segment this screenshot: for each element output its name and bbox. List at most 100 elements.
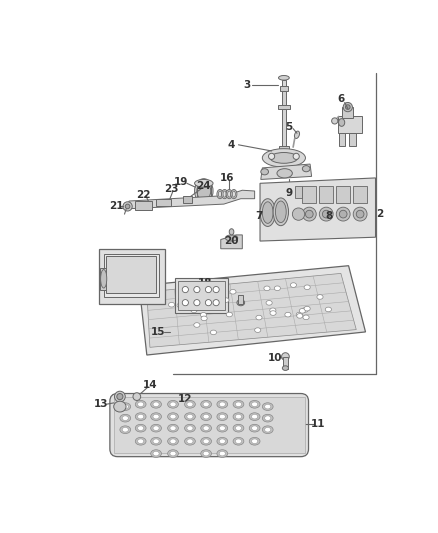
Ellipse shape	[302, 207, 315, 221]
Ellipse shape	[216, 424, 227, 432]
Ellipse shape	[150, 413, 161, 421]
Bar	[183, 196, 192, 203]
Bar	[277, 105, 290, 109]
Text: 9: 9	[285, 188, 292, 198]
Bar	[281, 91, 286, 105]
Text: 11: 11	[310, 419, 324, 429]
Text: 23: 23	[164, 184, 178, 195]
Ellipse shape	[262, 202, 272, 223]
Ellipse shape	[125, 204, 130, 209]
Ellipse shape	[264, 416, 270, 421]
Ellipse shape	[262, 213, 271, 220]
Text: 12: 12	[178, 394, 192, 404]
Bar	[338, 133, 344, 146]
Text: 22: 22	[135, 190, 150, 200]
Ellipse shape	[345, 105, 350, 109]
Ellipse shape	[170, 414, 176, 419]
Ellipse shape	[170, 439, 176, 443]
Ellipse shape	[233, 400, 243, 408]
Ellipse shape	[167, 438, 178, 445]
Ellipse shape	[178, 297, 184, 302]
Ellipse shape	[153, 426, 159, 431]
Bar	[353, 185, 366, 203]
Ellipse shape	[262, 426, 272, 433]
Ellipse shape	[275, 201, 286, 223]
Bar	[281, 80, 286, 86]
Ellipse shape	[203, 451, 209, 456]
Ellipse shape	[182, 287, 188, 293]
Ellipse shape	[203, 439, 209, 443]
Bar	[175, 278, 227, 313]
Ellipse shape	[265, 301, 272, 305]
Text: 19: 19	[174, 177, 188, 187]
Ellipse shape	[259, 199, 275, 227]
Ellipse shape	[305, 210, 312, 218]
Ellipse shape	[294, 131, 299, 139]
Ellipse shape	[117, 393, 123, 400]
Ellipse shape	[233, 424, 243, 432]
Ellipse shape	[135, 438, 146, 445]
Ellipse shape	[219, 439, 225, 443]
Ellipse shape	[194, 180, 212, 187]
Bar	[279, 86, 287, 91]
Ellipse shape	[264, 427, 270, 432]
Ellipse shape	[200, 400, 211, 408]
Ellipse shape	[184, 424, 195, 432]
Ellipse shape	[272, 198, 288, 225]
Ellipse shape	[187, 426, 193, 431]
Ellipse shape	[269, 311, 276, 316]
Bar	[156, 199, 171, 206]
Ellipse shape	[200, 312, 206, 317]
Ellipse shape	[193, 322, 199, 327]
Text: 18: 18	[197, 278, 212, 288]
FancyBboxPatch shape	[110, 393, 308, 457]
Ellipse shape	[254, 328, 260, 333]
Ellipse shape	[167, 400, 178, 408]
Ellipse shape	[221, 189, 227, 199]
Ellipse shape	[170, 402, 176, 407]
Ellipse shape	[150, 438, 161, 445]
Bar	[178, 281, 224, 310]
Ellipse shape	[296, 312, 302, 317]
Ellipse shape	[194, 179, 212, 203]
Ellipse shape	[216, 413, 227, 421]
Ellipse shape	[167, 450, 178, 457]
Text: 7: 7	[254, 211, 261, 221]
Ellipse shape	[304, 306, 310, 311]
Bar	[349, 133, 355, 146]
Text: 14: 14	[142, 380, 157, 390]
Ellipse shape	[318, 207, 332, 221]
Ellipse shape	[153, 439, 159, 443]
Ellipse shape	[304, 285, 310, 289]
Bar	[279, 146, 288, 150]
Ellipse shape	[229, 229, 233, 235]
Ellipse shape	[343, 102, 352, 112]
Ellipse shape	[212, 287, 219, 293]
Ellipse shape	[187, 439, 193, 443]
Ellipse shape	[182, 300, 188, 306]
Ellipse shape	[210, 330, 216, 335]
Ellipse shape	[200, 450, 211, 457]
Bar	[196, 183, 210, 200]
Ellipse shape	[133, 393, 140, 400]
Ellipse shape	[263, 286, 269, 290]
Bar	[103, 254, 159, 297]
Ellipse shape	[237, 300, 244, 306]
Ellipse shape	[301, 308, 307, 312]
Ellipse shape	[122, 416, 128, 421]
Ellipse shape	[282, 366, 288, 370]
Ellipse shape	[232, 191, 235, 197]
Ellipse shape	[227, 191, 230, 197]
Ellipse shape	[339, 210, 346, 218]
Ellipse shape	[120, 403, 131, 410]
Ellipse shape	[200, 413, 211, 421]
Ellipse shape	[180, 305, 186, 309]
Ellipse shape	[218, 191, 221, 197]
Ellipse shape	[193, 300, 199, 306]
Bar	[294, 185, 302, 198]
Ellipse shape	[200, 424, 211, 432]
Polygon shape	[259, 178, 374, 241]
Bar	[283, 357, 287, 369]
Text: 6: 6	[336, 94, 344, 104]
Ellipse shape	[170, 451, 176, 456]
